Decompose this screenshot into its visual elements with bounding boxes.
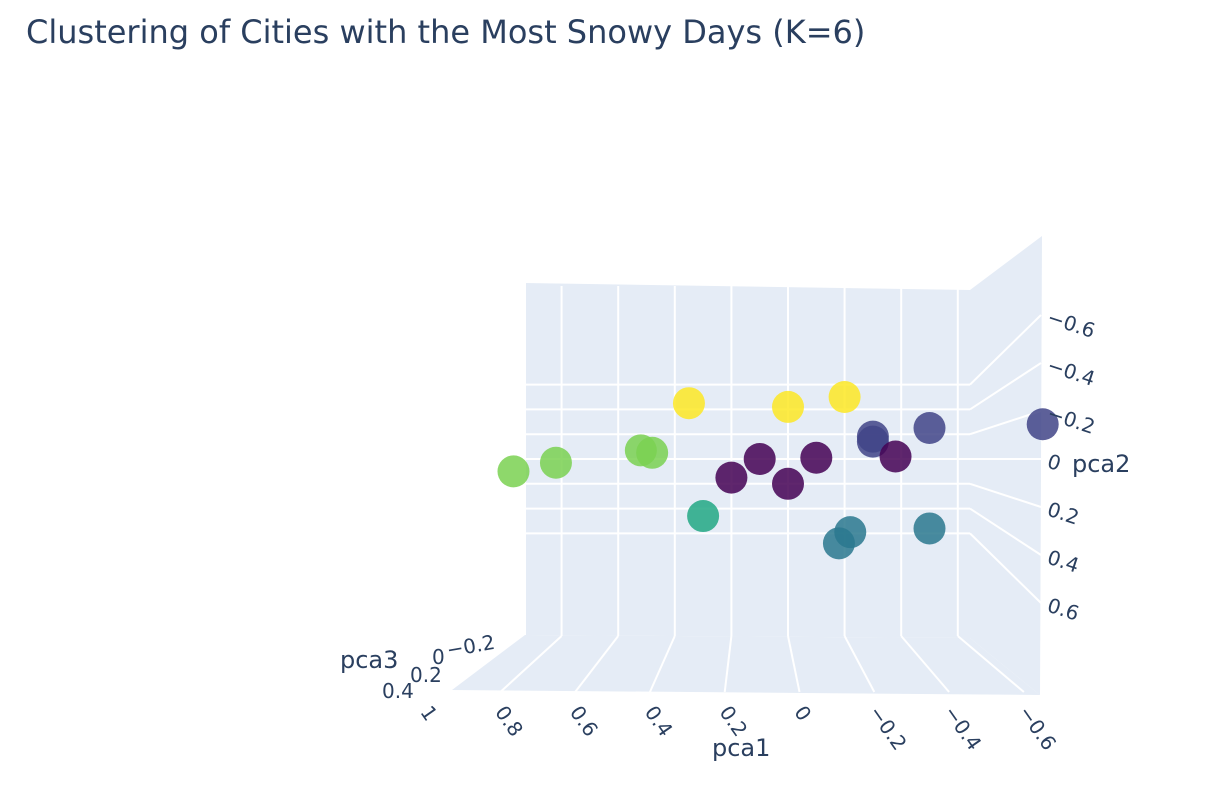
side-wall bbox=[970, 236, 1042, 695]
x-tick-label: 0.6 bbox=[565, 701, 603, 741]
z-tick-label: −0.2 bbox=[445, 630, 497, 662]
data-point[interactable] bbox=[672, 387, 705, 420]
data-point[interactable] bbox=[715, 461, 748, 494]
data-point[interactable] bbox=[879, 440, 912, 473]
data-point[interactable] bbox=[743, 443, 776, 475]
data-point[interactable] bbox=[636, 436, 669, 469]
x-grid-floor bbox=[900, 635, 950, 693]
z-tick-label: 0.4 bbox=[382, 679, 414, 703]
data-point[interactable] bbox=[539, 446, 572, 479]
x-grid-floor bbox=[723, 635, 733, 693]
data-point[interactable] bbox=[822, 527, 855, 560]
data-point[interactable] bbox=[856, 425, 889, 458]
x-grid-floor bbox=[424, 635, 506, 693]
z-tick-label: 0.2 bbox=[410, 663, 442, 687]
x-tick-label: 0.4 bbox=[640, 701, 678, 741]
data-point[interactable] bbox=[800, 441, 833, 474]
x-grid-floor bbox=[649, 635, 676, 693]
chart-title: Clustering of Cities with the Most Snowy… bbox=[26, 13, 865, 51]
data-point[interactable] bbox=[497, 455, 530, 488]
y-axis-title: pca2 bbox=[1072, 450, 1130, 478]
x-axis-title: pca1 bbox=[712, 734, 770, 762]
y-grid-side bbox=[969, 532, 1042, 604]
y-grid-side bbox=[969, 410, 1042, 436]
x-tick-label: −0.2 bbox=[864, 701, 912, 755]
x-grid-floor bbox=[499, 635, 563, 693]
x-grid-floor bbox=[574, 635, 619, 693]
x-tick-label: 0 bbox=[789, 701, 816, 725]
y-tick-label: −0.6 bbox=[1044, 305, 1098, 343]
y-grid-side bbox=[969, 507, 1042, 556]
data-point[interactable] bbox=[1026, 408, 1059, 441]
x-tick-label: −0.6 bbox=[1014, 701, 1062, 755]
x-grid-floor bbox=[957, 635, 1025, 693]
y-tick-label: 0.6 bbox=[1044, 593, 1082, 626]
x-grid-floor bbox=[787, 635, 801, 693]
data-point[interactable] bbox=[687, 500, 720, 533]
y-tick-label: 0.2 bbox=[1044, 497, 1082, 530]
y-tick-label: −0.4 bbox=[1044, 353, 1098, 391]
data-point[interactable] bbox=[913, 512, 946, 545]
y-grid-side bbox=[969, 482, 1042, 508]
data-point[interactable] bbox=[772, 467, 804, 500]
data-point[interactable] bbox=[913, 412, 946, 444]
data-point[interactable] bbox=[828, 381, 861, 413]
z-axis-title: pca3 bbox=[340, 646, 398, 674]
x-tick-label: 1 bbox=[415, 701, 442, 725]
y-tick-label: 0.4 bbox=[1044, 545, 1082, 578]
data-point[interactable] bbox=[772, 390, 804, 423]
x-grid-floor bbox=[843, 635, 876, 693]
x-tick-label: −0.4 bbox=[939, 701, 987, 755]
y-grid-side bbox=[969, 362, 1042, 411]
z-tick-label: 0 bbox=[432, 645, 445, 669]
grid-lines bbox=[424, 283, 1042, 693]
floor-plane bbox=[452, 635, 1040, 695]
y-tick-label: 0 bbox=[1044, 449, 1064, 476]
x-tick-label: 0.8 bbox=[490, 701, 528, 741]
y-grid-side bbox=[969, 314, 1042, 386]
data-points bbox=[497, 381, 1059, 560]
